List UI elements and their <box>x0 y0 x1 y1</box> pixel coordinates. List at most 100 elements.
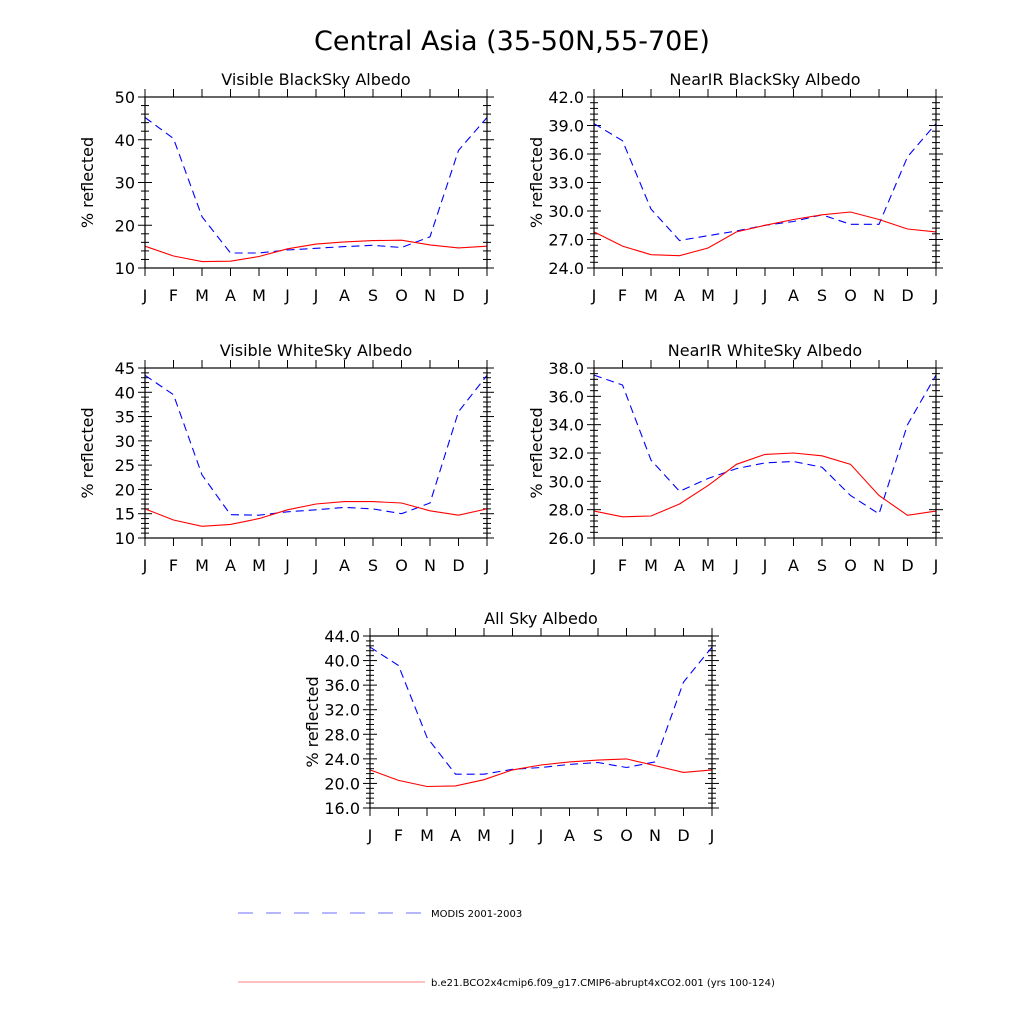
panel-title: Visible WhiteSky Albedo <box>220 341 413 360</box>
y-tick-label: 30 <box>115 174 135 193</box>
y-tick-label: 32.0 <box>548 444 584 463</box>
panel-2: NearIR BlackSky Albedo % reflected 24.0 27.… <box>527 70 943 305</box>
x-tick-label: M <box>644 556 658 575</box>
y-tick-label: 35 <box>115 408 135 427</box>
y-tick-label: 24.0 <box>548 259 584 278</box>
x-tick-label: J <box>733 556 739 575</box>
y-axis-label: % reflected <box>78 137 97 228</box>
y-tick-label: 24.0 <box>324 750 360 769</box>
x-tick-label: M <box>701 556 715 575</box>
y-axis-label: % reflected <box>527 407 546 498</box>
x-tick-label: M <box>195 286 209 305</box>
y-tick-label: 33.0 <box>548 174 584 193</box>
series-line-model <box>144 239 488 263</box>
x-tick-label: J <box>709 826 715 845</box>
y-tick-label: 45 <box>115 359 135 378</box>
y-tick-label: 16.0 <box>324 799 360 818</box>
x-tick-label: S <box>368 286 378 305</box>
x-tick-label: J <box>538 826 544 845</box>
legend-label-model: b.e21.BCO2x4cmip6.f09_g17.CMIP6-abrupt4x… <box>431 978 775 989</box>
y-tick-label: 38.0 <box>548 359 584 378</box>
series-line-model <box>369 758 713 788</box>
x-tick-label: M <box>252 286 266 305</box>
x-tick-label: J <box>142 556 148 575</box>
x-tick-label: F <box>618 556 627 575</box>
x-tick-label: J <box>933 286 939 305</box>
x-tick-label: M <box>420 826 434 845</box>
x-tick-label: J <box>484 286 490 305</box>
y-tick-label: 40 <box>115 131 135 150</box>
x-tick-label: A <box>788 556 799 575</box>
x-tick-label: S <box>368 556 378 575</box>
y-tick-label: 44.0 <box>324 627 360 646</box>
x-tick-label: J <box>313 556 319 575</box>
x-tick-label: S <box>593 826 603 845</box>
x-tick-label: A <box>339 286 350 305</box>
y-tick-label: 34.0 <box>548 416 584 435</box>
x-tick-label: O <box>844 286 857 305</box>
y-tick-label: 30.0 <box>548 472 584 491</box>
y-tick-label: 36.0 <box>548 387 584 406</box>
x-tick-label: N <box>424 286 436 305</box>
panel-3: Visible WhiteSky Albedo % reflected 10 15 20… <box>78 341 494 575</box>
y-tick-label: 42.0 <box>548 88 584 107</box>
x-tick-label: D <box>452 286 464 305</box>
x-tick-label: A <box>564 826 575 845</box>
y-tick-label: 26.0 <box>548 529 584 548</box>
x-tick-label: J <box>484 556 490 575</box>
x-tick-label: A <box>674 556 685 575</box>
x-tick-label: J <box>933 556 939 575</box>
x-tick-label: N <box>873 556 885 575</box>
y-tick-label: 39.0 <box>548 117 584 136</box>
x-tick-label: J <box>367 826 373 845</box>
x-tick-label: O <box>395 556 408 575</box>
x-tick-label: A <box>674 286 685 305</box>
x-tick-label: F <box>169 286 178 305</box>
x-tick-label: O <box>844 556 857 575</box>
y-tick-label: 36.0 <box>548 145 584 164</box>
panel-title: NearIR BlackSky Albedo <box>669 70 860 89</box>
x-tick-label: S <box>817 286 827 305</box>
y-tick-label: 30 <box>115 432 135 451</box>
y-tick-label: 20.0 <box>324 774 360 793</box>
x-tick-label: J <box>509 826 515 845</box>
plot-frame <box>144 96 488 269</box>
y-tick-label: 32.0 <box>324 701 360 720</box>
x-tick-label: J <box>733 286 739 305</box>
x-tick-label: J <box>591 556 597 575</box>
x-tick-label: J <box>762 286 768 305</box>
x-tick-label: J <box>591 286 597 305</box>
series-line-modis <box>144 374 488 516</box>
x-tick-label: A <box>339 556 350 575</box>
x-tick-label: M <box>477 826 491 845</box>
x-tick-label: A <box>450 826 461 845</box>
x-tick-label: A <box>788 286 799 305</box>
x-tick-label: J <box>284 556 290 575</box>
x-tick-label: J <box>284 286 290 305</box>
y-tick-label: 40.0 <box>324 652 360 671</box>
y-axis-label: % reflected <box>527 137 546 228</box>
x-tick-label: O <box>395 286 408 305</box>
legend: MODIS 2001-2003 b.e21.BCO2x4cmip6.f09_g1… <box>238 909 775 989</box>
x-tick-label: N <box>873 286 885 305</box>
y-axis-label: % reflected <box>303 676 322 767</box>
x-tick-label: M <box>701 286 715 305</box>
x-tick-label: F <box>169 556 178 575</box>
x-tick-label: D <box>901 556 913 575</box>
series-line-modis <box>593 123 937 242</box>
x-tick-label: M <box>252 556 266 575</box>
y-tick-label: 50 <box>115 88 135 107</box>
x-tick-label: O <box>620 826 633 845</box>
y-tick-label: 36.0 <box>324 676 360 695</box>
y-tick-label: 25 <box>115 456 135 475</box>
x-tick-label: M <box>644 286 658 305</box>
series-line-modis <box>593 374 937 515</box>
y-axis-label: % reflected <box>78 407 97 498</box>
x-tick-label: N <box>424 556 436 575</box>
x-tick-label: N <box>649 826 661 845</box>
y-tick-label: 28.0 <box>548 501 584 520</box>
panel-1: Visible BlackSky Albedo % reflected 10 20 30… <box>78 70 494 305</box>
plot-frame <box>144 367 488 539</box>
plot-frame <box>369 635 713 809</box>
legend-label-modis: MODIS 2001-2003 <box>431 909 522 920</box>
